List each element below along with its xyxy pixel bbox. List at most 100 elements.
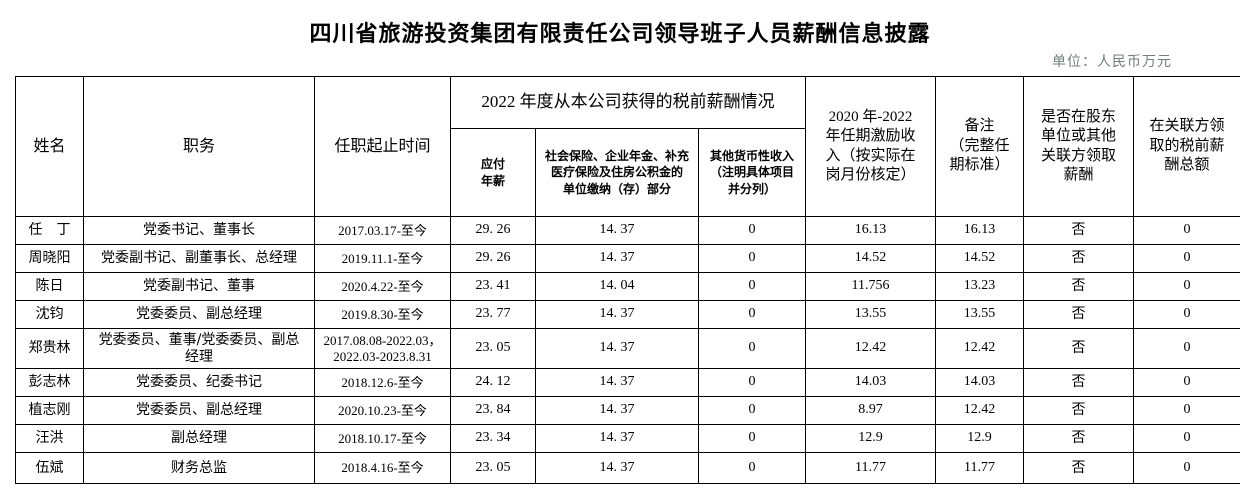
cell-insurance-contribution: 14. 37 (535, 328, 699, 369)
cell-remark: 12.42 (935, 328, 1025, 369)
header-name: 姓名 (15, 76, 84, 217)
table-row: 沈钧 党委委员、副总经理 2019.8.30-至今 23. 77 14. 37 … (15, 300, 1240, 329)
cell-payable-salary: 23. 34 (450, 424, 536, 453)
cell-related-party-amount: 0 (1133, 368, 1240, 397)
cell-tenure: 2019.11.1-至今 (314, 244, 451, 273)
table-row: 陈日 党委副书记、董事 2020.4.22-至今 23. 41 14. 04 0… (15, 272, 1240, 301)
cell-remark: 12.42 (935, 396, 1025, 425)
cell-insurance-contribution: 14. 37 (535, 368, 699, 397)
cell-other-income: 0 (697, 396, 807, 425)
table-row: 郑贵林 党委委员、董事/党委委员、副总 经理 2017.08.08-2022.0… (15, 328, 1240, 369)
cell-position: 党委委员、纪委书记 (83, 368, 315, 397)
cell-name: 周晓阳 (15, 244, 84, 273)
cell-related-party-paid: 否 (1023, 216, 1135, 245)
table-body: 任 丁 党委书记、董事长 2017.03.17-至今 29. 26 14. 37… (15, 216, 1240, 484)
cell-position: 党委副书记、董事 (83, 272, 315, 301)
cell-tenure: 2020.4.22-至今 (314, 272, 451, 301)
cell-insurance-contribution: 14. 37 (535, 300, 699, 329)
cell-name: 郑贵林 (15, 328, 84, 369)
table-row: 汪洪 副总经理 2018.10.17-至今 23. 34 14. 37 0 12… (15, 424, 1240, 453)
cell-name: 陈日 (15, 272, 84, 301)
cell-payable-salary: 23. 41 (450, 272, 536, 301)
cell-tenure: 2019.8.30-至今 (314, 300, 451, 329)
cell-related-party-amount: 0 (1133, 452, 1240, 484)
cell-other-income: 0 (697, 272, 807, 301)
cell-name: 伍斌 (15, 452, 84, 484)
cell-name: 任 丁 (15, 216, 84, 245)
cell-payable-salary: 23. 77 (450, 300, 536, 329)
cell-other-income: 0 (697, 424, 807, 453)
cell-related-party-amount: 0 (1133, 396, 1240, 425)
cell-insurance-contribution: 14. 37 (535, 216, 699, 245)
cell-insurance-contribution: 14. 37 (535, 452, 699, 484)
cell-remark: 13.23 (935, 272, 1025, 301)
header-position: 职务 (83, 76, 315, 217)
header-salary-group: 2022 年度从本公司获得的税前薪酬情况 (449, 76, 807, 129)
cell-payable-salary: 23. 05 (450, 328, 536, 369)
header-tenure: 任职起止时间 (314, 76, 451, 217)
header-related-party: 是否在股东 单位或其他 关联方领取 薪酬 (1023, 76, 1135, 217)
header-payable-salary: 应付 年薪 (450, 128, 536, 217)
cell-related-party-paid: 否 (1023, 368, 1135, 397)
cell-other-income: 0 (697, 216, 807, 245)
header-related-amount: 在关联方领 取的税前薪 酬总额 (1133, 76, 1240, 217)
cell-incentive-income: 11.77 (805, 452, 937, 484)
cell-position: 副总经理 (83, 424, 315, 453)
cell-other-income: 0 (697, 452, 807, 484)
cell-incentive-income: 11.756 (805, 272, 937, 301)
cell-related-party-paid: 否 (1023, 272, 1135, 301)
cell-incentive-income: 16.13 (805, 216, 937, 245)
cell-incentive-income: 12.42 (805, 328, 937, 369)
cell-related-party-paid: 否 (1023, 424, 1135, 453)
table-row: 任 丁 党委书记、董事长 2017.03.17-至今 29. 26 14. 37… (15, 216, 1240, 245)
cell-position: 党委副书记、副董事长、总经理 (83, 244, 315, 273)
cell-incentive-income: 14.52 (805, 244, 937, 273)
cell-related-party-paid: 否 (1023, 244, 1135, 273)
cell-remark: 11.77 (935, 452, 1025, 484)
cell-payable-salary: 29. 26 (450, 244, 536, 273)
cell-remark: 13.55 (935, 300, 1025, 329)
cell-position: 党委委员、副总经理 (83, 396, 315, 425)
header-incentive: 2020 年-2022 年任期激励收 入（按实际在 岗月份核定） (805, 76, 937, 217)
cell-tenure: 2018.4.16-至今 (314, 452, 451, 484)
cell-related-party-paid: 否 (1023, 328, 1135, 369)
cell-related-party-amount: 0 (1133, 300, 1240, 329)
cell-incentive-income: 14.03 (805, 368, 937, 397)
cell-name: 植志刚 (15, 396, 84, 425)
cell-payable-salary: 24. 12 (450, 368, 536, 397)
cell-related-party-paid: 否 (1023, 396, 1135, 425)
cell-tenure: 2020.10.23-至今 (314, 396, 451, 425)
cell-payable-salary: 23. 84 (450, 396, 536, 425)
cell-insurance-contribution: 14. 04 (535, 272, 699, 301)
cell-related-party-paid: 否 (1023, 300, 1135, 329)
table-row: 伍斌 财务总监 2018.4.16-至今 23. 05 14. 37 0 11.… (15, 452, 1240, 484)
cell-tenure: 2017.08.08-2022.03， 2022.03-2023.8.31 (314, 328, 451, 369)
cell-related-party-amount: 0 (1133, 244, 1240, 273)
header-other-income: 其他货币性收入 （注明具体项目 并分列） (697, 128, 807, 217)
cell-name: 沈钧 (15, 300, 84, 329)
cell-related-party-amount: 0 (1133, 272, 1240, 301)
cell-position: 党委委员、副总经理 (83, 300, 315, 329)
cell-other-income: 0 (697, 328, 807, 369)
cell-name: 汪洪 (15, 424, 84, 453)
cell-remark: 16.13 (935, 216, 1025, 245)
cell-tenure: 2018.12.6-至今 (314, 368, 451, 397)
cell-remark: 14.52 (935, 244, 1025, 273)
cell-insurance-contribution: 14. 37 (535, 424, 699, 453)
header-insurance-contribution: 社会保险、企业年金、补充 医疗保险及住房公积金的 单位缴纳（存）部分 (535, 128, 699, 217)
table-row: 彭志林 党委委员、纪委书记 2018.12.6-至今 24. 12 14. 37… (15, 368, 1240, 397)
cell-incentive-income: 12.9 (805, 424, 937, 453)
cell-insurance-contribution: 14. 37 (535, 396, 699, 425)
cell-payable-salary: 29. 26 (450, 216, 536, 245)
cell-insurance-contribution: 14. 37 (535, 244, 699, 273)
cell-incentive-income: 8.97 (805, 396, 937, 425)
cell-position: 财务总监 (83, 452, 315, 484)
cell-other-income: 0 (697, 244, 807, 273)
cell-related-party-amount: 0 (1133, 328, 1240, 369)
cell-position: 党委委员、董事/党委委员、副总 经理 (83, 328, 315, 369)
table-row: 周晓阳 党委副书记、副董事长、总经理 2019.11.1-至今 29. 26 1… (15, 244, 1240, 273)
unit-note: 单位：人民币万元 (1052, 54, 1172, 70)
cell-remark: 12.9 (935, 424, 1025, 453)
header-remark: 备注 （完整任 期标准） (935, 76, 1025, 217)
